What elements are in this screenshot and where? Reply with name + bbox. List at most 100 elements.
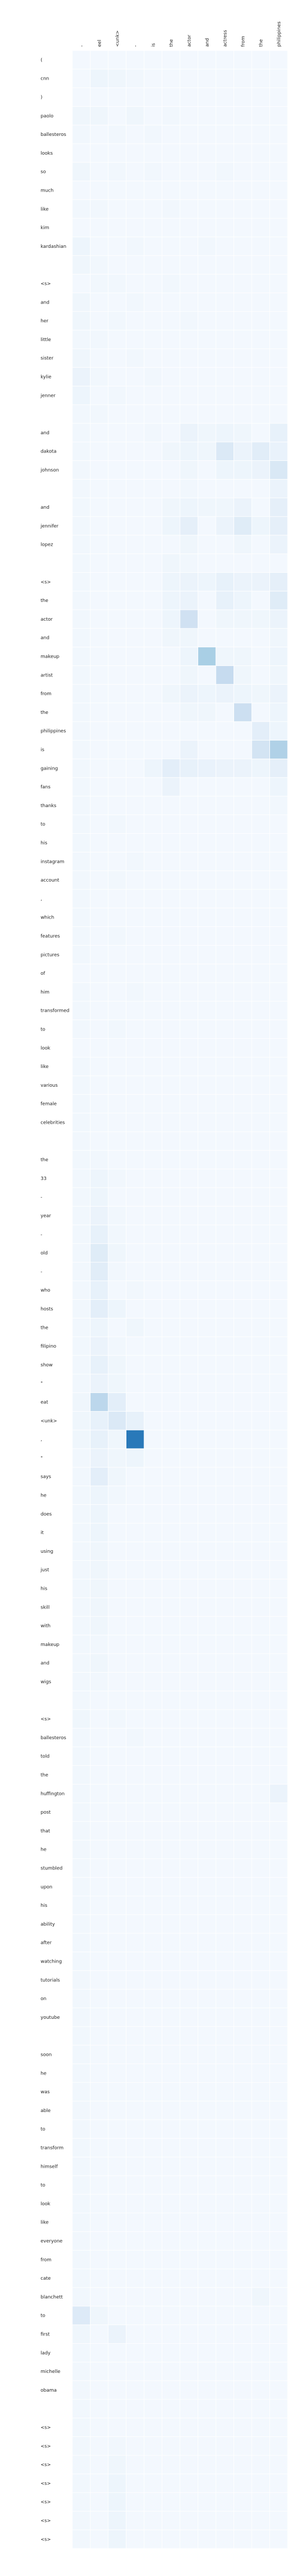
heatmap-cell [72, 386, 90, 405]
column-label: from [241, 36, 246, 47]
heatmap-cell [198, 1561, 216, 1579]
heatmap-cell [234, 1411, 252, 1430]
heatmap-cell [198, 1486, 216, 1504]
heatmap-cell [252, 1821, 269, 1840]
heatmap-cell [91, 1225, 108, 1243]
heatmap-cell [198, 2008, 216, 2027]
heatmap-cell [126, 1207, 144, 1225]
heatmap-cell [91, 2436, 108, 2455]
heatmap-cell [162, 88, 180, 106]
heatmap-cell [72, 1747, 90, 1766]
heatmap-cell [180, 1225, 198, 1243]
heatmap-cell [252, 1113, 269, 1132]
heatmap-cell [72, 591, 90, 610]
heatmap-cell [126, 2194, 144, 2213]
heatmap-cell [180, 2436, 198, 2455]
heatmap-cell [144, 386, 162, 405]
heatmap-cell [162, 927, 180, 945]
heatmap-cell [198, 1318, 216, 1337]
heatmap-cell [91, 405, 108, 423]
heatmap-cell [216, 2418, 234, 2436]
heatmap-cell [72, 1821, 90, 1840]
row-label: blanchett [41, 2295, 63, 2300]
heatmap-cell [216, 684, 234, 703]
heatmap-cell [162, 610, 180, 629]
heatmap-cell [234, 1673, 252, 1691]
heatmap-cell [270, 964, 288, 983]
heatmap-cell [126, 2250, 144, 2269]
heatmap-cell [180, 2511, 198, 2530]
heatmap-cell [162, 1150, 180, 1169]
heatmap-cell [216, 610, 234, 629]
heatmap-cell [198, 51, 216, 69]
heatmap-cell [270, 2530, 288, 2548]
heatmap-cell [162, 1933, 180, 1952]
row-label: who [41, 1288, 50, 1293]
heatmap-cell [144, 1673, 162, 1691]
heatmap-cell [126, 815, 144, 834]
heatmap-cell [234, 1598, 252, 1616]
heatmap-cell [252, 1579, 269, 1598]
heatmap-cell [270, 1747, 288, 1766]
heatmap-cell [108, 1933, 126, 1952]
heatmap-cell [180, 442, 198, 461]
row-label: his [41, 1903, 47, 1908]
heatmap-cell [252, 2493, 269, 2511]
heatmap-cell [270, 1076, 288, 1095]
heatmap-cell [126, 423, 144, 442]
heatmap-cell [126, 2511, 144, 2530]
heatmap-cell [144, 517, 162, 535]
heatmap-cell [108, 740, 126, 759]
heatmap-cell [91, 1001, 108, 1020]
heatmap-cell [270, 405, 288, 423]
heatmap-cell [198, 218, 216, 237]
heatmap-cell [162, 293, 180, 311]
heatmap-cell [198, 1915, 216, 1933]
heatmap-cell [72, 51, 90, 69]
heatmap-cell [216, 1728, 234, 1747]
heatmap-cell [270, 1374, 288, 1393]
heatmap-cell [252, 1970, 269, 1989]
heatmap-cell [72, 1337, 90, 1355]
heatmap-cell [144, 2139, 162, 2157]
heatmap-cell [252, 1300, 269, 1318]
heatmap-cell [126, 2064, 144, 2082]
heatmap-cell [198, 1598, 216, 1616]
heatmap-cell [216, 1840, 234, 1859]
heatmap-cell [180, 1150, 198, 1169]
heatmap-cell [270, 572, 288, 591]
heatmap-cell [162, 1225, 180, 1243]
heatmap-cell [180, 237, 198, 256]
heatmap-cell [162, 2045, 180, 2064]
row-label: sister [41, 356, 54, 361]
heatmap-cell [270, 1449, 288, 1467]
heatmap-cell [270, 740, 288, 759]
heatmap-cell [234, 2381, 252, 2399]
heatmap-cell [198, 1243, 216, 1262]
heatmap-cell [234, 1207, 252, 1225]
heatmap-cell [270, 1038, 288, 1057]
heatmap-cell [91, 162, 108, 181]
heatmap-cell [270, 2101, 288, 2120]
heatmap-cell [216, 2139, 234, 2157]
heatmap-cell [144, 2455, 162, 2474]
heatmap-cell [234, 2455, 252, 2474]
row-label: wigs [41, 1680, 51, 1685]
heatmap-cell [108, 2362, 126, 2381]
heatmap-cell [252, 610, 269, 629]
heatmap-cell [91, 871, 108, 889]
heatmap-cell [180, 311, 198, 330]
heatmap-cell [234, 2474, 252, 2493]
heatmap-cell [108, 2343, 126, 2362]
heatmap-cell [144, 405, 162, 423]
heatmap-cell [216, 2399, 234, 2418]
heatmap-cell [162, 1467, 180, 1486]
heatmap-cell [234, 349, 252, 368]
heatmap-cell [252, 1207, 269, 1225]
heatmap-cell [216, 2120, 234, 2139]
heatmap-cell [180, 1467, 198, 1486]
row-label: filipino [41, 1344, 57, 1349]
heatmap-cell [91, 199, 108, 218]
heatmap-cell [216, 2194, 234, 2213]
heatmap-cell [234, 703, 252, 722]
